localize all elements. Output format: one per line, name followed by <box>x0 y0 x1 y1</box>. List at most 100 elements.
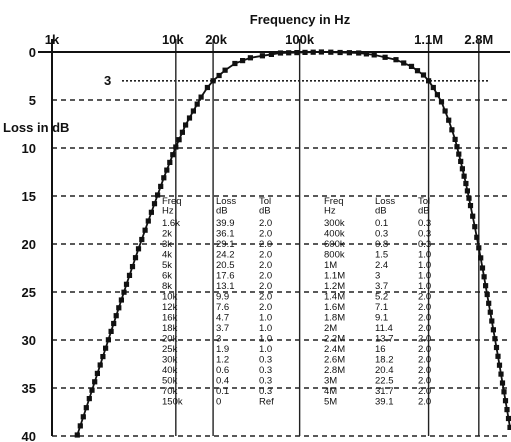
table-cell: 2k <box>162 229 172 240</box>
data-point <box>328 49 334 55</box>
data-point <box>302 49 308 55</box>
table-cell: 11.4 <box>375 323 393 334</box>
data-point <box>164 167 170 173</box>
data-point <box>454 144 460 150</box>
table-cell: 0.8 <box>375 239 388 250</box>
table-cell: 0.4 <box>216 376 229 387</box>
table-cell: 2.0 <box>418 344 431 355</box>
y-tick-label: 5 <box>29 93 36 108</box>
data-point <box>123 281 130 287</box>
table-cell: 0.3 <box>418 218 431 229</box>
table-cell: 18k <box>162 323 178 334</box>
data-point <box>449 127 455 133</box>
data-point <box>498 371 504 377</box>
data-point <box>318 49 324 55</box>
data-point <box>158 183 164 189</box>
data-point <box>337 49 343 56</box>
data-point <box>83 405 89 411</box>
data-point <box>505 415 511 422</box>
table-cell: 1.6M <box>324 302 345 313</box>
table-cell: 3M <box>324 376 337 387</box>
data-point <box>476 245 482 251</box>
table-cell: 2.0 <box>259 292 272 303</box>
table-cell: 13.7 <box>375 334 394 345</box>
table-header: Hz <box>324 206 336 217</box>
table-header: dB <box>259 206 271 217</box>
table-cell: 4.7 <box>216 313 229 324</box>
table-header: Loss <box>216 196 236 207</box>
x-tick-label: 100k <box>285 32 315 47</box>
data-point <box>310 49 316 55</box>
table-cell: 3.7 <box>375 281 388 292</box>
table-cell: 0.3 <box>418 239 431 250</box>
x-tick-label: 2.8M <box>464 32 493 47</box>
table-cell: 1.2 <box>216 355 229 366</box>
data-point <box>86 396 92 402</box>
data-point <box>190 108 196 114</box>
data-point <box>240 58 246 64</box>
chart-title: Frequency in Hz <box>250 12 351 27</box>
table-cell: 31.7 <box>375 386 394 397</box>
table-cell: 2.0 <box>418 397 431 408</box>
table-cell: 7.1 <box>375 302 388 313</box>
table-cell: 2M <box>324 323 337 334</box>
table-cell: 400k <box>324 229 345 240</box>
data-point <box>474 234 480 240</box>
data-point <box>495 353 501 359</box>
table-cell: 2.0 <box>259 281 272 292</box>
table-cell: 2.0 <box>418 386 431 397</box>
y-tick-label: 30 <box>22 333 36 348</box>
table-cell: 5.2 <box>375 292 388 303</box>
data-point <box>173 144 179 150</box>
data-point <box>155 192 161 198</box>
y-tick-label: 40 <box>22 429 36 442</box>
table-cell: 2.6M <box>324 355 345 366</box>
table-cell: 600k <box>324 239 345 250</box>
data-point <box>294 50 300 56</box>
table-cell: 30k <box>162 355 178 366</box>
table-cell: 2.4 <box>375 260 388 271</box>
table-header: dB <box>375 206 387 217</box>
data-point <box>105 337 111 343</box>
table-cell: 39.1 <box>375 397 394 408</box>
data-point <box>456 151 462 157</box>
table-cell: 9.9 <box>216 292 229 303</box>
data-point <box>186 115 193 121</box>
data-point <box>504 407 510 413</box>
y-tick-label: 25 <box>22 285 36 300</box>
data-point <box>459 166 465 172</box>
table-header: Freq <box>162 196 182 207</box>
data-point <box>492 336 498 342</box>
y-tick-label: 0 <box>29 45 36 60</box>
series-layer <box>74 49 511 438</box>
table-cell: 2.0 <box>259 239 272 250</box>
data-point <box>116 305 122 311</box>
data-point <box>489 318 495 324</box>
table-cell: 0.3 <box>259 355 272 366</box>
data-point <box>183 122 189 128</box>
data-point <box>408 63 415 69</box>
data-point <box>446 117 452 123</box>
data-point <box>430 84 436 91</box>
data-point <box>232 60 238 67</box>
table-cell: 9.1 <box>375 313 388 324</box>
table-cell: 1.0 <box>418 281 431 292</box>
table-cell: 3k <box>162 239 172 250</box>
reference-label: 3 <box>104 73 111 88</box>
table-cell: 0.3 <box>375 229 388 240</box>
data-point <box>151 201 158 207</box>
x-tick-label: 10k <box>162 32 184 47</box>
data-point <box>434 92 440 98</box>
table-cell: 1.0 <box>418 260 431 271</box>
table-cell: 2.4M <box>324 344 345 355</box>
table-cell: 17.6 <box>216 271 235 282</box>
table-cell: 2.0 <box>418 376 431 387</box>
table-cell: 2.0 <box>259 302 272 313</box>
table-cell: 12k <box>162 302 178 313</box>
data-point <box>170 152 176 158</box>
table-cell: 2.0 <box>259 271 272 282</box>
data-point <box>89 387 95 393</box>
table-header: Freq <box>324 196 344 207</box>
